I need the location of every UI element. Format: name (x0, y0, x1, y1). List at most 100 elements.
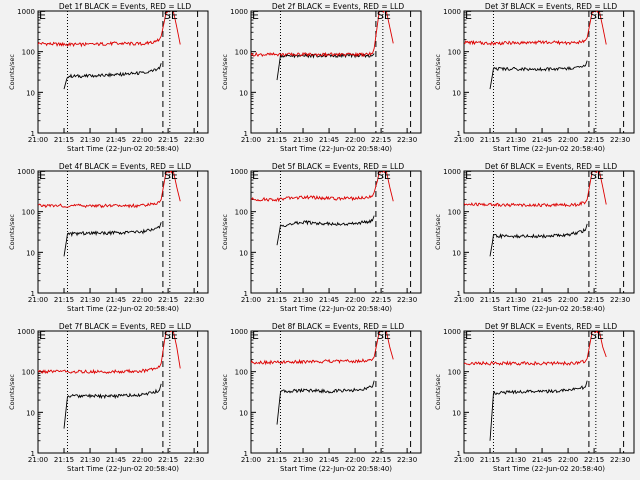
chart-panel-det-9: 1 10 100 1000 21:00 21:15 21:30 21:45 22:00 22:15… (434, 322, 635, 473)
x-tick-label: 21:00 (454, 296, 474, 304)
x-tick-label: 21:00 (28, 296, 48, 304)
events-series-line (276, 52, 375, 81)
x-tick-label: 21:45 (106, 136, 126, 144)
x-tick-label: 22:00 (558, 136, 578, 144)
x-tick-label: 22:30 (397, 456, 417, 464)
x-tick-label: 21:15 (267, 296, 287, 304)
x-tick-label: 21:15 (480, 456, 500, 464)
x-tick-label: 22:00 (558, 456, 578, 464)
x-tick-label: 21:30 (80, 296, 100, 304)
x-tick-label: 22:15 (371, 296, 391, 304)
x-tick-label: 21:45 (532, 296, 552, 304)
y-tick-label: 1000 (17, 328, 35, 336)
se-marker-label: SE (377, 329, 391, 342)
x-tick-label: 22:15 (584, 456, 604, 464)
plot-frame (463, 10, 635, 134)
x-tick-label: 21:45 (532, 136, 552, 144)
y-tick-label: 10 (26, 89, 35, 97)
lld-series-line (38, 11, 181, 48)
event-marker-label: E (252, 9, 259, 22)
events-series-line (276, 215, 375, 246)
plot-frame (463, 170, 635, 294)
x-tick-label: 21:00 (28, 456, 48, 464)
event-marker-label: E (465, 329, 472, 342)
x-tick-label: 21:30 (293, 456, 313, 464)
x-tick-label: 21:00 (241, 136, 261, 144)
y-tick-label: 10 (26, 249, 35, 257)
x-tick-label: 22:00 (345, 296, 365, 304)
x-axis-label: Start Time (22-Jun-02 20:58:40) (67, 145, 179, 153)
x-tick-label: 21:45 (319, 136, 339, 144)
y-axis-label: Counts/sec (8, 374, 16, 410)
se-marker-label: SE (377, 169, 391, 182)
y-tick-label: 10 (452, 89, 461, 97)
y-axis-label: Counts/sec (221, 374, 229, 410)
lld-series-line (251, 331, 394, 366)
x-tick-label: 22:30 (610, 296, 630, 304)
x-tick-label: 21:15 (54, 136, 74, 144)
y-tick-label: 1000 (230, 8, 248, 16)
chart-panel-det-6: 1 10 100 1000 21:00 21:15 21:30 21:45 22:00 22:15… (434, 162, 635, 313)
y-tick-label: 1000 (443, 328, 461, 336)
y-tick-label: 10 (26, 409, 35, 417)
y-tick-label: 10 (239, 409, 248, 417)
lld-series-line (251, 11, 394, 58)
x-tick-label: 21:00 (241, 296, 261, 304)
x-tick-label: 22:00 (132, 456, 152, 464)
x-tick-label: 21:30 (506, 456, 526, 464)
chart-panel-det-8: 1 10 100 1000 21:00 21:15 21:30 21:45 22:00 22:15… (221, 322, 422, 473)
y-tick-label: 1 (244, 450, 248, 458)
panel-title: Det 8f BLACK = Events, RED = LLD (272, 322, 405, 331)
y-tick-label: 1000 (230, 328, 248, 336)
event-marker-label: E (39, 169, 46, 182)
x-axis-label: Start Time (22-Jun-02 20:58:40) (280, 145, 392, 153)
y-tick-label: 1 (457, 450, 461, 458)
event-marker-label: E (39, 329, 46, 342)
y-tick-label: 1 (31, 450, 35, 458)
x-axis-label: Start Time (22-Jun-02 20:58:40) (67, 465, 179, 473)
lld-series-line (38, 171, 181, 209)
panel-title: Det 2f BLACK = Events, RED = LLD (272, 2, 405, 11)
x-tick-label: 22:15 (584, 296, 604, 304)
se-marker-label: SE (164, 329, 178, 342)
x-tick-label: 22:15 (371, 136, 391, 144)
x-tick-label: 21:15 (480, 296, 500, 304)
chart-panel-det-1: 1 10 100 1000 21:00 21:15 21:30 21:45 22:00 22:15… (8, 2, 209, 153)
y-tick-label: 10 (452, 249, 461, 257)
x-tick-label: 21:45 (532, 456, 552, 464)
plot-frame (250, 10, 422, 134)
chart-panel-det-5: 1 10 100 1000 21:00 21:15 21:30 21:45 22:00 22:15… (221, 162, 422, 313)
x-tick-label: 21:15 (54, 296, 74, 304)
panel-title: Det 9f BLACK = Events, RED = LLD (485, 322, 618, 331)
x-tick-label: 22:30 (184, 456, 204, 464)
x-tick-label: 21:45 (319, 456, 339, 464)
events-series-line (63, 63, 162, 90)
plot-frame (250, 170, 422, 294)
x-axis-label: Start Time (22-Jun-02 20:58:40) (280, 465, 392, 473)
events-series-line (489, 380, 588, 441)
y-tick-label: 1 (244, 130, 248, 138)
y-tick-label: 1 (244, 290, 248, 298)
x-tick-label: 22:00 (345, 136, 365, 144)
x-tick-label: 22:00 (345, 456, 365, 464)
se-marker-label: SE (590, 169, 604, 182)
x-axis-label: Start Time (22-Jun-02 20:58:40) (493, 145, 605, 153)
x-tick-label: 21:15 (480, 136, 500, 144)
x-tick-label: 21:45 (106, 296, 126, 304)
y-tick-label: 100 (22, 369, 35, 377)
x-tick-label: 22:30 (397, 296, 417, 304)
panel-title: Det 3f BLACK = Events, RED = LLD (485, 2, 618, 11)
x-tick-label: 21:00 (454, 456, 474, 464)
events-series-line (489, 60, 588, 90)
x-tick-label: 22:00 (558, 296, 578, 304)
x-tick-label: 21:00 (28, 136, 48, 144)
chart-panel-det-4: 1 10 100 1000 21:00 21:15 21:30 21:45 22:00 22:15… (8, 162, 209, 313)
x-tick-label: 21:30 (506, 296, 526, 304)
x-tick-label: 21:30 (506, 136, 526, 144)
chart-panel-det-2: 1 10 100 1000 21:00 21:15 21:30 21:45 22:00 22:15… (221, 2, 422, 153)
x-tick-label: 22:30 (397, 136, 417, 144)
y-tick-label: 1000 (230, 168, 248, 176)
y-tick-label: 10 (239, 89, 248, 97)
plot-frame (37, 170, 209, 294)
